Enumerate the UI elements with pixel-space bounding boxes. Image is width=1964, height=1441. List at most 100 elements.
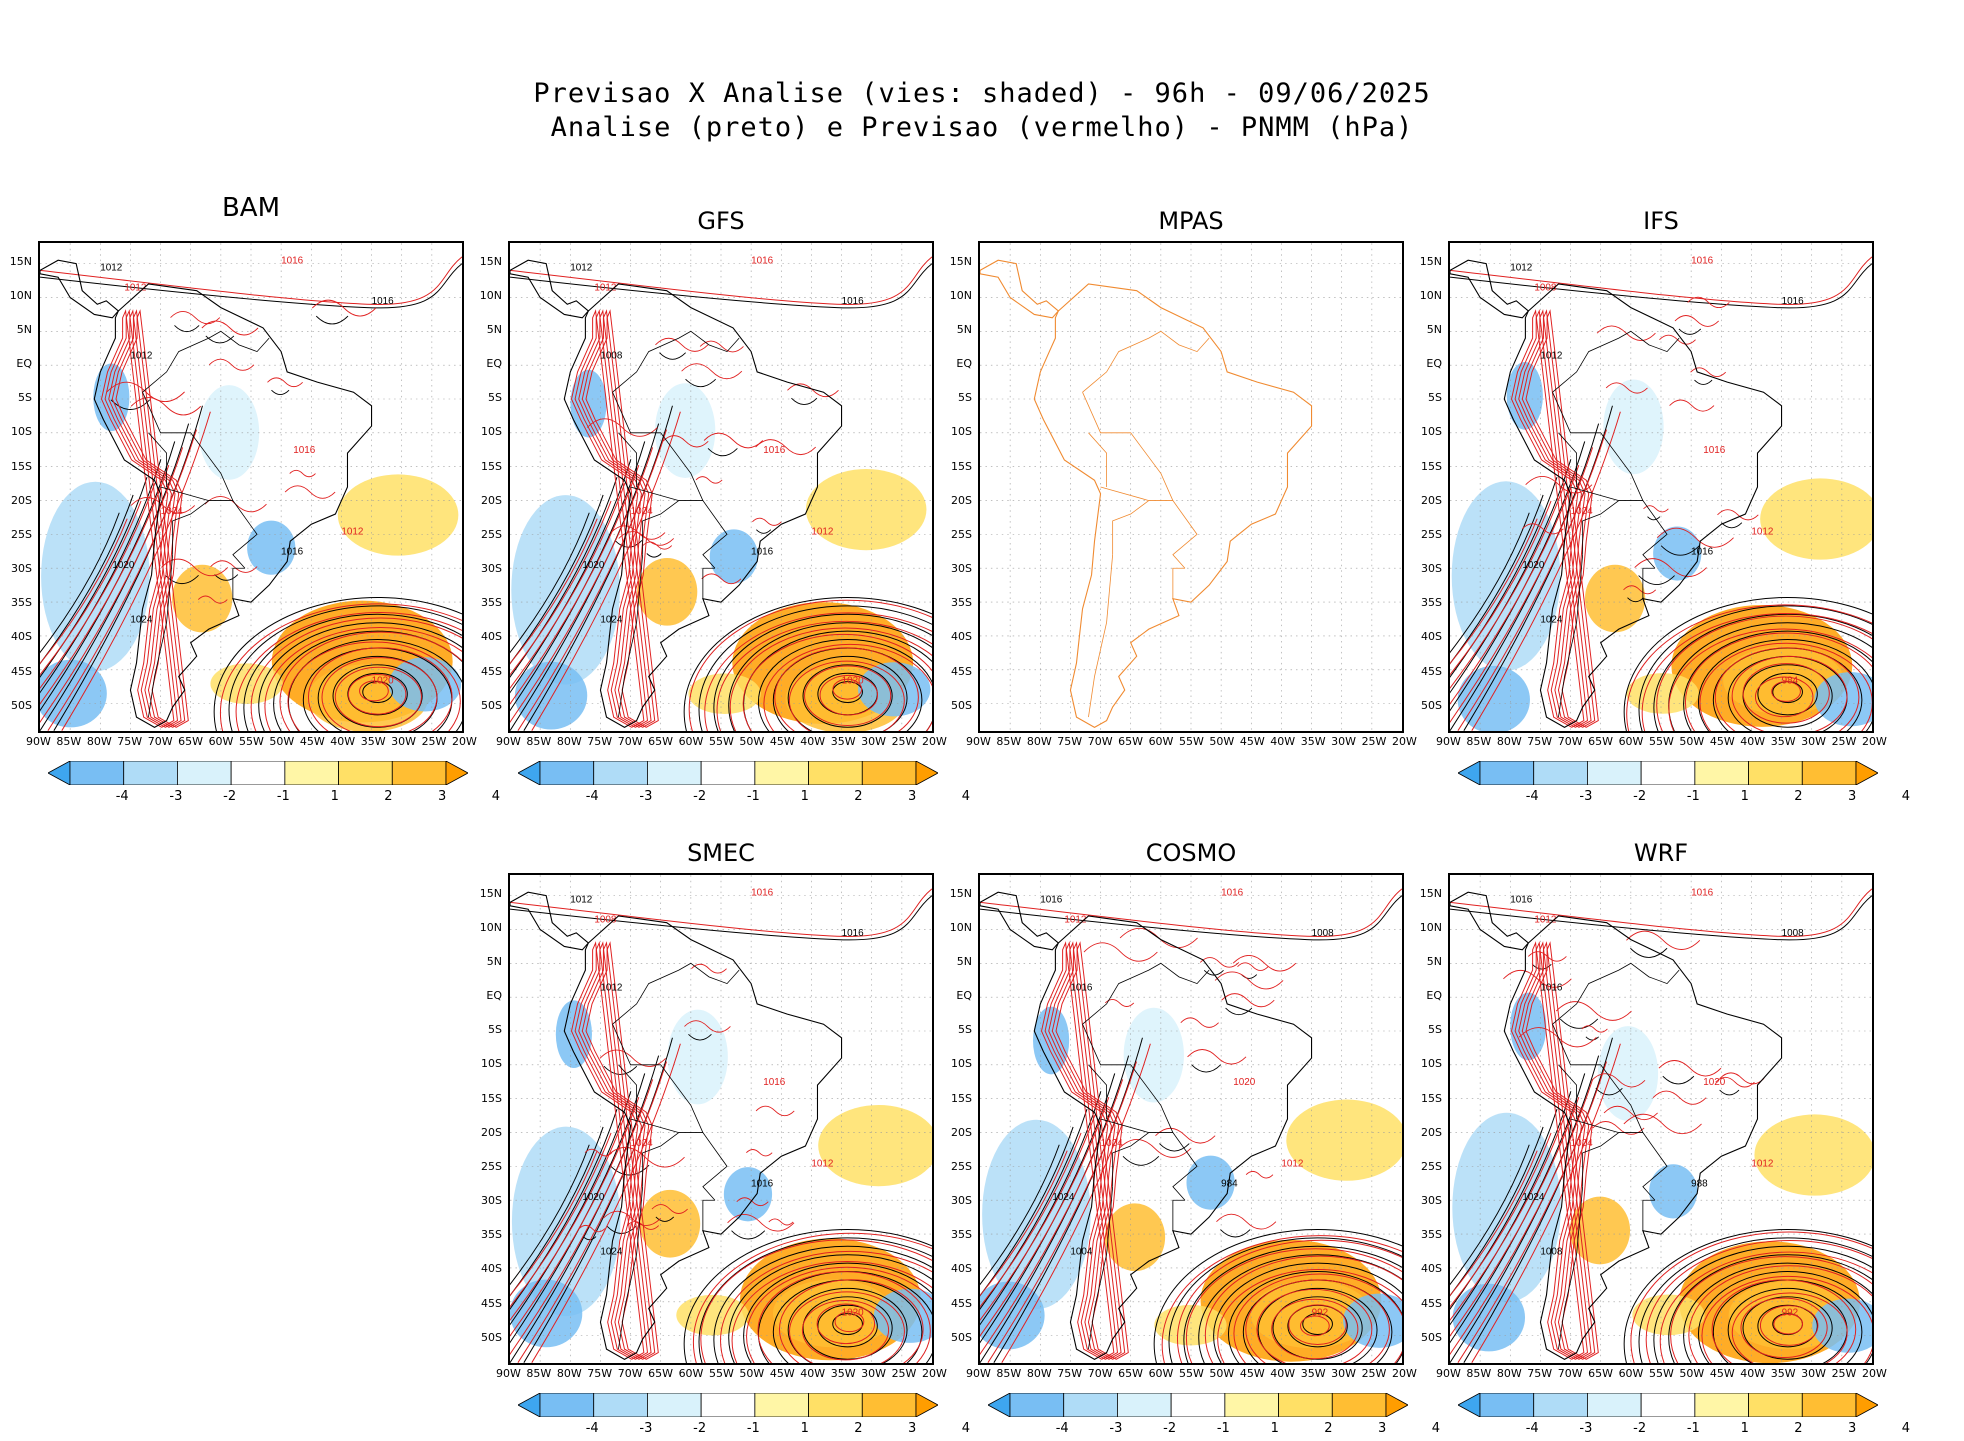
contour-label: 1016 [751, 547, 774, 558]
colorbar-swatch [754, 760, 809, 786]
contour-label: 1012 [811, 1158, 833, 1169]
map-bam: 1012 1016 1016 1012 1012 1016 1020 1024 1024 1020… [38, 241, 464, 733]
lon-label: 40W [800, 1367, 826, 1380]
bias-blob [723, 1167, 773, 1222]
contour-label: 1020 [582, 560, 605, 571]
colorbar-label: 4 [1901, 789, 1910, 804]
contour-label: 1024 [631, 506, 654, 517]
colorbar-label: -4 [585, 1421, 599, 1436]
colorbar-label: -2 [1163, 1421, 1177, 1436]
bias-blob [1649, 1164, 1698, 1219]
colorbar-label: -3 [1579, 1421, 1593, 1436]
lat-label: 45S [951, 664, 972, 678]
lon-label: 35W [1770, 735, 1796, 748]
bias-shading [1451, 362, 1872, 731]
bias-blob [1814, 672, 1872, 727]
contour-label: 1016 [1691, 547, 1714, 558]
bias-blob [805, 468, 927, 551]
lon-label: 65W [648, 1367, 674, 1380]
coastline [510, 259, 843, 728]
forecast-isobars [980, 888, 1402, 1363]
map-ifs: 1012 1016 1016 1008 1012 1016 1020 1024 1024 984 1… [1448, 241, 1874, 733]
lat-label: 15N [1419, 886, 1442, 900]
bias-shading [980, 1006, 1402, 1362]
contour-label: 1020 [1233, 1077, 1256, 1088]
lat-label: 25S [11, 527, 32, 541]
lat-label: 5N [1426, 954, 1442, 968]
lat-label: EQ [956, 357, 972, 370]
bias-blob [1154, 1304, 1227, 1346]
colorbar-swatch [517, 1392, 541, 1418]
colorbar-swatch [1533, 760, 1588, 786]
map-smec: 1012 1016 1016 1008 1012 1016 1020 1024 1024 1020… [508, 873, 934, 1365]
contour-label: 1020 [112, 560, 135, 571]
colorbar-swatch [1855, 760, 1879, 786]
colorbar-swatch [1385, 1392, 1409, 1418]
lon-label: 80W [1026, 1367, 1052, 1380]
lon-label: 60W [1618, 735, 1644, 748]
colorbar-label: 4 [1431, 1421, 1440, 1436]
contour-label: 1008 [600, 350, 623, 361]
colorbar-swatch [230, 760, 286, 786]
bias-blob [1452, 1283, 1526, 1352]
lon-label: 30W [1801, 1367, 1827, 1380]
contour-label: 1012 [1534, 915, 1556, 926]
map-wrf: 1016 1016 1008 1012 1016 1020 1024 1024 1008 992 9… [1448, 873, 1874, 1365]
bias-blob [210, 663, 283, 705]
lat-label: 50S [1421, 1330, 1442, 1344]
lat-label: 25S [1421, 1159, 1442, 1173]
forecast-isobars [510, 888, 932, 1363]
contour-label: 1012 [1510, 262, 1532, 273]
lat-label: 50S [481, 698, 502, 712]
lon-label: 45W [1239, 1367, 1265, 1380]
lat-label: 5S [1428, 391, 1442, 405]
colorbar-label: -3 [639, 1421, 653, 1436]
panel-title-cosmo: COSMO [1145, 839, 1237, 867]
colorbar-label: -4 [115, 789, 129, 804]
contour-label: 1012 [594, 283, 616, 294]
lon-label: 65W [1588, 1367, 1614, 1380]
colorbar-label: 1 [330, 789, 339, 804]
bias-shading [1452, 992, 1872, 1363]
colorbar-label: -1 [1686, 1421, 1700, 1436]
colorbar-label: 3 [1848, 789, 1857, 804]
lat-label: 20S [951, 493, 972, 507]
lon-label: 20W [1862, 735, 1887, 748]
colorbar-label: 2 [1794, 789, 1803, 804]
lon-label: 85W [526, 1367, 552, 1380]
lat-label: 30S [1421, 562, 1442, 575]
colorbar-label: -2 [1633, 789, 1647, 804]
bias-blob [1569, 1196, 1631, 1265]
contour-label: 1016 [1782, 296, 1805, 307]
lon-label: 35W [1300, 735, 1326, 748]
colorbar-swatch [1063, 1392, 1118, 1418]
lat-label: 5S [488, 1023, 502, 1037]
lat-label: 40S [951, 1262, 972, 1276]
colorbar: -4 -3 -2 -1 1 2 3 4 [517, 760, 970, 809]
lon-label: 35W [360, 735, 386, 748]
colorbar-swatch [517, 760, 541, 786]
lon-label: 25W [1831, 1367, 1857, 1380]
lat-label: 10N [949, 288, 972, 302]
colorbar-swatch [1278, 1392, 1333, 1418]
lat-label: EQ [16, 357, 32, 370]
contour-label: 988 [1691, 1179, 1708, 1190]
coastline [980, 259, 1313, 728]
bias-blob [1760, 478, 1872, 560]
colorbar-swatch [808, 760, 863, 786]
lat-label: 5S [18, 391, 32, 405]
lon-label: 75W [1527, 1367, 1553, 1380]
lon-label: 85W [526, 735, 552, 748]
contour-label: 1012 [600, 982, 622, 993]
lon-label: 55W [1179, 1367, 1204, 1380]
lon-label: 35W [1770, 1367, 1796, 1380]
lon-label: 30W [861, 1367, 887, 1380]
forecast-isobars [510, 256, 932, 731]
lon-label: 30W [861, 735, 887, 748]
colorbar-label: 2 [854, 1421, 863, 1436]
contour-label: 1016 [751, 888, 774, 899]
lon-label: 50W [1209, 1367, 1235, 1380]
colorbar-label: 2 [384, 789, 393, 804]
lat-label: 20S [11, 493, 32, 507]
lon-label: 25W [1361, 735, 1387, 748]
